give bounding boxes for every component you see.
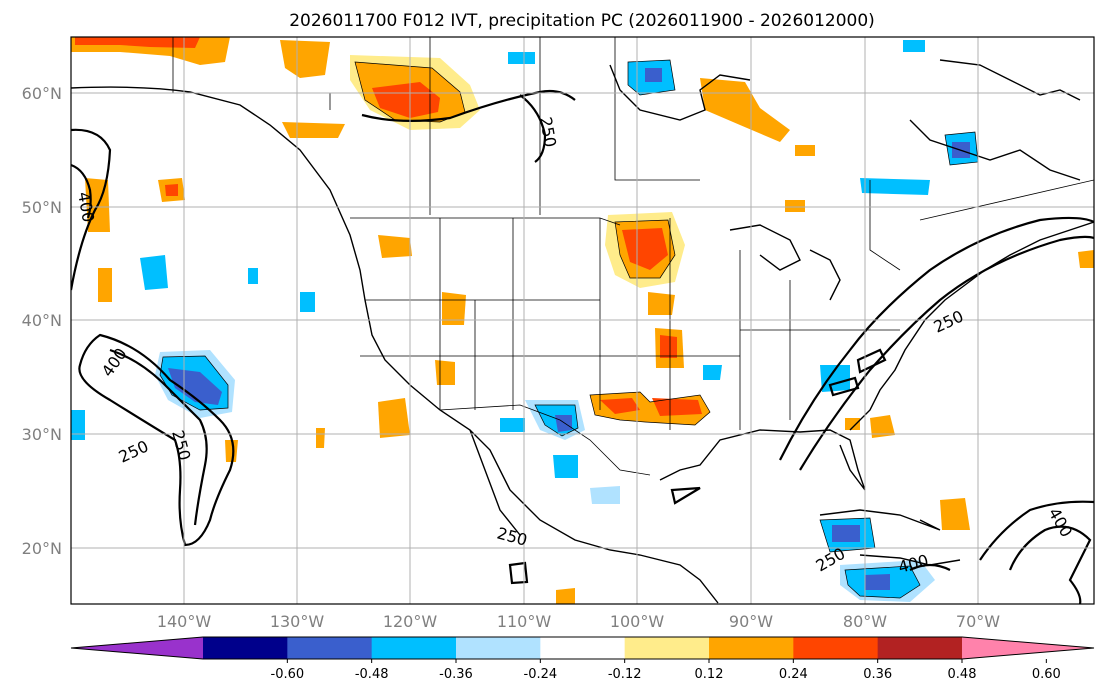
colorbar-bin <box>540 637 626 659</box>
map-area <box>71 37 1094 604</box>
graticule <box>71 37 1094 604</box>
colorbar-tick-label: 0.24 <box>779 667 808 682</box>
colorbar-bin <box>203 637 288 659</box>
lon-label: 120°W <box>383 612 438 631</box>
lat-label: 60°N <box>22 84 62 103</box>
ivt-contours <box>71 89 1094 604</box>
map-frame <box>70 36 1095 605</box>
latitude-labels: 60°N 50°N 40°N 30°N 20°N <box>22 84 62 558</box>
lon-label: 80°W <box>843 612 887 631</box>
colorbar-tick-label: -0.24 <box>524 667 558 682</box>
lon-label: 130°W <box>270 612 325 631</box>
precip-shading <box>71 37 1094 604</box>
colorbar-tick-label: 0.48 <box>948 667 977 682</box>
colorbar-tick-label: 0.60 <box>1032 667 1061 682</box>
colorbar-extend-low <box>71 637 203 659</box>
lat-label: 50°N <box>22 198 62 217</box>
colorbar-bin <box>709 637 794 659</box>
colorbar-bin <box>371 637 457 659</box>
colorbar-tick-label: -0.12 <box>608 667 642 682</box>
colorbar-tick-label: 0.12 <box>695 667 724 682</box>
lon-label: 110°W <box>497 612 552 631</box>
colorbar-tick-label: -0.60 <box>271 667 305 682</box>
colorbar-bin <box>793 637 879 659</box>
figure-title: 2026011700 F012 IVT, precipitation PC (2… <box>289 11 875 31</box>
lat-label: 20°N <box>22 539 62 558</box>
colorbar-bin <box>877 637 963 659</box>
longitude-labels: 140°W 130°W 120°W 110°W 100°W 90°W 80°W … <box>157 612 1000 631</box>
colorbar-tick-label: 0.36 <box>863 667 892 682</box>
lon-label: 100°W <box>610 612 665 631</box>
colorbar-extend-high <box>962 637 1094 659</box>
borders <box>172 37 1094 476</box>
colorbar: -0.60 -0.48 -0.36 -0.24 -0.12 0.12 0.24 0.36 0.4… <box>70 636 1095 682</box>
lon-label: 90°W <box>729 612 773 631</box>
lat-label: 40°N <box>22 311 62 330</box>
lat-label: 30°N <box>22 425 62 444</box>
colorbar-bin <box>287 637 373 659</box>
colorbar-tick-label: -0.48 <box>355 667 389 682</box>
colorbar-bin <box>624 637 710 659</box>
lon-label: 70°W <box>956 612 1000 631</box>
colorbar-bin <box>456 637 541 659</box>
colorbar-tick-label: -0.36 <box>439 667 473 682</box>
lon-label: 140°W <box>157 612 212 631</box>
colorbar-outline <box>70 636 1095 660</box>
